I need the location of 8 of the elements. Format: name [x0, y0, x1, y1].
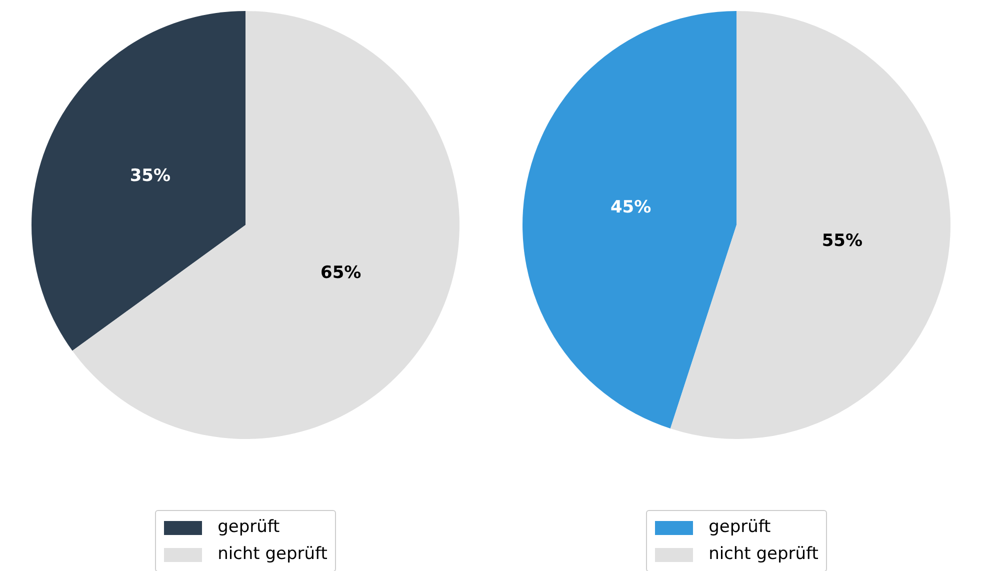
data-label: 65% — [320, 263, 362, 283]
data-label: 45% — [610, 198, 652, 218]
data-label: 55% — [822, 231, 863, 252]
legend-label: geprüft — [708, 516, 771, 539]
legend-label: geprüft — [218, 516, 280, 539]
data-label: 35% — [130, 166, 171, 186]
legend-label: nicht geprüft — [218, 543, 328, 566]
legend-label: nicht geprüft — [708, 543, 818, 566]
